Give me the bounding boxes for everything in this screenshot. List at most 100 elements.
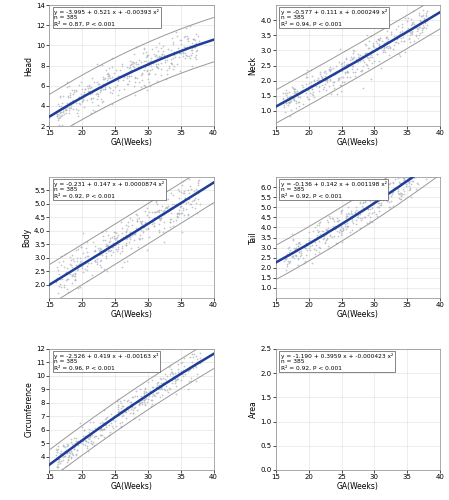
Point [145,69,153,77]
Point [323,98,330,106]
Point [60,108,67,116]
Point [384,188,391,196]
Point [304,92,311,100]
Point [353,203,360,211]
Point [302,250,309,258]
Point [137,223,145,231]
Point [316,227,323,235]
Point [123,258,131,266]
Y-axis label: Circumference: Circumference [24,382,33,438]
Point [197,350,204,358]
Point [124,80,132,88]
Point [58,111,66,119]
Point [283,89,291,97]
Point [398,179,405,187]
Point [124,232,132,240]
Point [313,241,320,249]
Point [59,106,66,114]
Point [83,432,90,440]
Point [66,82,73,90]
Point [295,102,303,110]
Point [295,172,302,180]
Point [337,52,344,60]
Point [396,50,403,58]
Point [328,214,335,222]
Point [396,52,403,60]
Point [74,284,81,292]
Point [416,16,423,24]
Point [343,38,350,46]
Point [301,256,308,264]
Point [350,54,357,62]
Point [300,156,308,164]
Point [184,35,191,43]
Point [144,52,151,60]
Point [156,374,163,382]
Point [414,34,421,42]
Point [316,133,323,141]
Point [137,222,145,230]
Point [66,260,73,268]
Point [384,193,392,201]
Point [310,92,317,100]
Point [158,44,165,52]
Point [119,236,126,244]
Point [140,66,147,74]
Point [331,70,339,78]
Point [129,403,136,411]
Point [73,266,80,274]
Point [160,218,167,226]
Point [136,56,143,64]
Point [356,224,363,232]
Point [102,249,110,257]
Point [367,197,374,205]
Point [84,96,91,104]
Point [172,216,179,224]
Point [352,9,360,17]
Point [347,28,354,36]
Point [376,42,383,50]
Point [168,34,176,42]
Point [116,420,123,428]
Point [321,82,328,90]
Point [122,231,129,239]
Point [308,241,315,249]
Point [283,250,290,258]
Point [64,78,71,86]
Point [132,74,139,82]
Point [128,72,135,80]
Point [160,384,167,392]
Point [294,242,301,250]
Point [62,442,69,450]
Point [306,238,313,246]
Point [402,14,409,22]
Point [94,434,101,442]
Point [61,442,68,450]
Point [68,252,75,260]
Point [121,85,128,93]
Point [67,102,74,110]
Point [317,113,325,121]
Point [62,108,70,116]
Point [340,52,347,60]
Point [283,221,291,229]
Point [385,42,392,50]
Point [322,76,330,84]
Point [54,100,62,108]
Point [125,396,132,404]
Point [400,185,407,193]
Point [335,216,343,224]
Point [87,418,94,426]
Point [83,248,90,256]
Point [170,222,177,230]
Point [55,116,62,124]
Point [64,441,71,449]
Point [357,56,365,64]
Point [282,86,289,94]
X-axis label: GA(Weeks): GA(Weeks) [110,138,152,146]
Point [302,240,309,248]
Point [145,392,153,400]
Point [366,193,373,201]
Point [355,56,362,64]
Point [322,230,330,238]
